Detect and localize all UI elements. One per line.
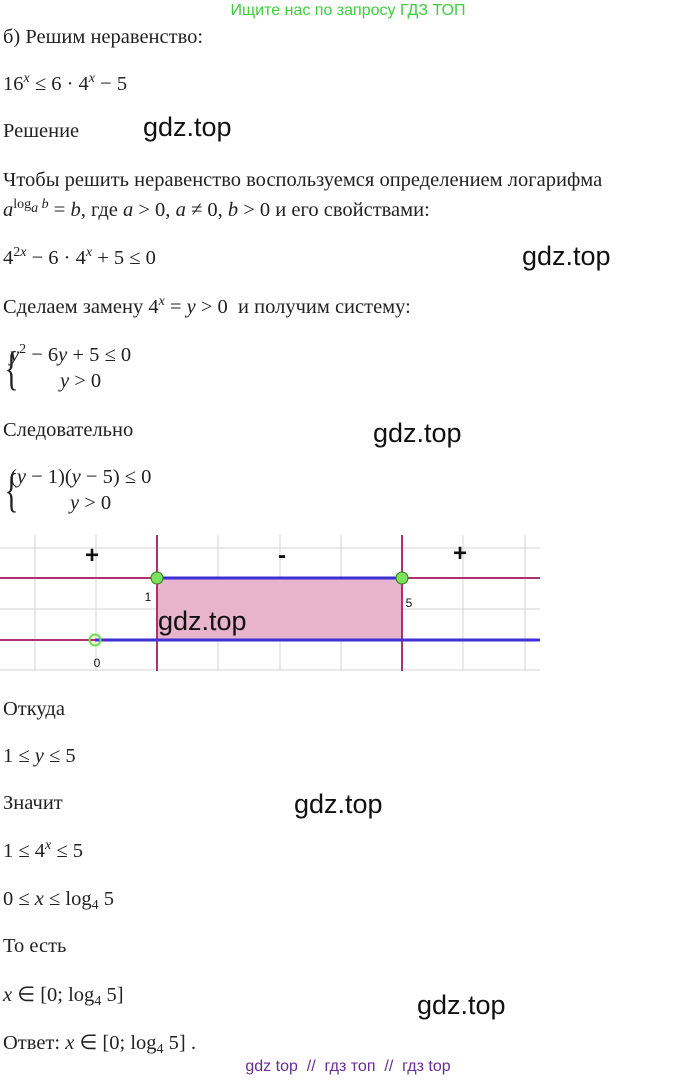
text-line: Значит <box>3 790 63 816</box>
number-line-graph: + - +1 5 0 <box>0 535 540 671</box>
brace: { <box>4 342 19 395</box>
sign-label: + <box>85 542 99 569</box>
text: Сделаем замену 4 <box>3 296 159 318</box>
text: = b, где a > 0, a ≠ 0, b > 0 и его свойс… <box>48 199 430 221</box>
text-line: Решение <box>3 118 79 144</box>
text-line: 0 ≤ x ≤ log4 5 <box>3 886 114 913</box>
superscript: x <box>23 71 30 86</box>
text: 5] <box>101 984 124 1006</box>
banner: Ищите нас по запросу ГДЗ ТОП <box>230 2 466 19</box>
text-line: 42x − 6 · 4x + 5 ≤ 0 <box>3 245 156 271</box>
text: x ∈ [0; log <box>3 984 95 1006</box>
text: b <box>41 197 49 212</box>
text: 1 ≤ 4 <box>3 840 46 862</box>
text: Решение <box>3 120 80 142</box>
text-line: 16x ≤ 6 · 4x − 5 <box>3 71 127 97</box>
text-line: Следовательно <box>3 417 133 443</box>
text-line: x ∈ [0; log4 5] <box>3 982 124 1009</box>
text: Значит <box>3 792 63 814</box>
watermark: gdz.top <box>158 606 247 636</box>
text: ≤ 6 · 4 <box>29 73 89 95</box>
text-line: То есть <box>3 933 66 959</box>
text: Ответ: x ∈ [0; log <box>3 1032 157 1054</box>
point-label: 1 <box>145 590 152 604</box>
text: ≤ 5 <box>51 840 83 862</box>
text: 16 <box>3 73 24 95</box>
watermark: gdz.top <box>294 789 383 819</box>
text-line: 1 ≤ 4x ≤ 5 <box>3 838 83 864</box>
point <box>150 571 164 585</box>
text: То есть <box>3 935 67 957</box>
text: + 5 ≤ 0 <box>92 247 156 269</box>
text: − 5 <box>95 73 128 95</box>
text-line: 1 ≤ y ≤ 5 <box>3 743 76 769</box>
subscript: a <box>31 201 39 216</box>
superscript: loga b <box>13 197 49 216</box>
point-label: 5 <box>406 596 413 610</box>
text-line: y > 0 <box>60 368 101 394</box>
sign-label: + <box>453 540 467 567</box>
sign-label: - <box>278 542 286 569</box>
text: (y − 1)(y − 5) ≤ 0 <box>10 466 152 488</box>
footer: gdz top // гдз топ // гдз top <box>245 1058 451 1075</box>
point-open <box>88 633 102 647</box>
brace: { <box>4 464 19 517</box>
text-line: (y − 1)(y − 5) ≤ 0 <box>10 464 151 490</box>
text: log <box>13 197 32 212</box>
watermark: gdz.top <box>373 418 462 448</box>
text: б) Решим неравенство: <box>3 26 204 48</box>
text: Следовательно <box>3 419 134 441</box>
text: 0 ≤ x ≤ log <box>3 888 92 910</box>
text: − 6y + 5 ≤ 0 <box>26 344 132 366</box>
text-line: Откуда <box>3 696 65 722</box>
text: Чтобы решить неравенство воспользуемся о… <box>3 169 603 191</box>
superscript: 2x <box>13 245 27 260</box>
text: 5] . <box>163 1032 196 1054</box>
text: y > 0 <box>60 370 102 392</box>
superscript: x <box>88 71 96 86</box>
text-line: aloga b = b, где a > 0, a ≠ 0, b > 0 и е… <box>3 197 430 223</box>
shaded-region <box>157 578 402 640</box>
text-line: Сделаем замену 4x = y > 0 и получим сист… <box>3 294 411 320</box>
point-label: 0 <box>94 656 101 670</box>
superscript: 2 <box>19 342 27 357</box>
text-line: Ответ: x ∈ [0; log4 5] . <box>3 1030 196 1057</box>
text-line: y > 0 <box>70 490 111 516</box>
subscript: 4 <box>94 994 102 1009</box>
text-line: б) Решим неравенство: <box>3 24 203 50</box>
text: 1 ≤ y ≤ 5 <box>3 745 76 767</box>
text: y <box>10 344 20 366</box>
text: y > 0 <box>70 492 112 514</box>
text-line: y2 − 6y + 5 ≤ 0 <box>10 342 131 368</box>
subscript: 4 <box>91 898 99 913</box>
text-line: Чтобы решить неравенство воспользуемся о… <box>3 167 602 193</box>
text: Откуда <box>3 698 65 720</box>
text: = y > 0 и получим систему: <box>164 296 411 318</box>
watermark: gdz.top <box>522 241 611 271</box>
text: 4 <box>3 247 14 269</box>
superscript: x <box>85 245 93 260</box>
point <box>395 571 409 585</box>
text: 5 <box>98 888 114 910</box>
watermark: gdz.top <box>417 990 506 1020</box>
superscript: x <box>45 838 52 853</box>
subscript: 4 <box>156 1042 164 1057</box>
text: a <box>3 199 14 221</box>
text: − 6 · 4 <box>26 247 86 269</box>
superscript: x <box>158 294 165 309</box>
watermark: gdz.top <box>143 112 232 142</box>
